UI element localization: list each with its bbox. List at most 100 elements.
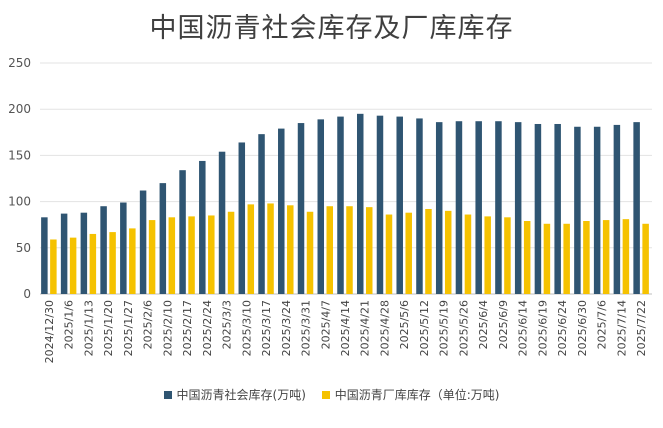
bar-factory-inventory <box>346 206 353 294</box>
bar-social-inventory <box>278 128 285 294</box>
bar-factory-inventory <box>168 217 176 294</box>
bar-social-inventory <box>238 142 246 294</box>
x-tick-label: 2025/6/24 <box>556 300 569 356</box>
x-tick-label: 2025/4/21 <box>359 300 372 356</box>
bar-factory-inventory <box>109 232 116 294</box>
bar-factory-inventory <box>267 203 274 294</box>
bar-social-inventory <box>613 124 621 295</box>
x-tick-label: 2025/7/6 <box>596 300 609 349</box>
x-tick-label: 2025/4/28 <box>378 300 391 356</box>
x-tick-label: 2025/1/20 <box>102 300 115 356</box>
bar-social-inventory <box>435 122 443 294</box>
bar-factory-inventory <box>563 223 570 294</box>
bar-social-inventory <box>317 119 325 294</box>
x-tick-label: 2025/5/6 <box>398 300 411 349</box>
x-tick-label: 2025/4/14 <box>339 300 352 356</box>
bar-factory-inventory <box>385 214 393 294</box>
bar-social-inventory <box>534 123 542 294</box>
x-tick-label: 2025/3/24 <box>280 300 293 356</box>
bar-factory-inventory <box>405 212 412 294</box>
y-tick-label: 0 <box>23 287 31 301</box>
bar-factory-inventory <box>50 239 57 294</box>
x-tick-label: 2025/1/13 <box>82 300 95 356</box>
bar-social-inventory <box>356 113 364 294</box>
x-tick-label: 2024/12/30 <box>43 300 56 363</box>
bar-social-inventory <box>554 123 561 294</box>
bar-factory-inventory <box>365 207 373 294</box>
bar-social-inventory <box>396 116 403 294</box>
x-tick-label: 2025/7/14 <box>615 300 628 356</box>
x-tick-label: 2025/5/12 <box>418 300 431 356</box>
bar-social-inventory <box>475 121 482 294</box>
legend-label-factory: 中国沥青厂库库存（单位:万吨) <box>334 388 500 402</box>
bar-social-inventory <box>218 151 226 294</box>
x-tick-label: 2025/2/17 <box>181 300 194 356</box>
bar-social-inventory <box>199 160 206 294</box>
x-tick-label: 2025/3/31 <box>300 300 313 356</box>
bar-social-inventory <box>258 134 265 294</box>
bar-factory-inventory <box>89 233 97 294</box>
legend: 中国沥青社会库存(万吨) 中国沥青厂库库存（单位:万吨) <box>0 386 663 403</box>
legend-swatch-social <box>163 390 172 399</box>
bar-factory-inventory <box>543 223 551 294</box>
bar-factory-inventory <box>326 206 334 294</box>
bar-social-inventory <box>633 122 640 294</box>
bar-social-inventory <box>416 118 423 294</box>
bar-factory-inventory <box>148 220 156 294</box>
bar-social-inventory <box>120 202 127 294</box>
y-tick-label: 50 <box>16 241 31 255</box>
x-tick-label: 2025/2/10 <box>161 300 174 356</box>
legend-item-social-inventory: 中国沥青社会库存(万吨) <box>163 386 306 403</box>
x-tick-label: 2025/4/7 <box>319 300 332 349</box>
bar-social-inventory <box>574 126 581 294</box>
bar-social-inventory <box>100 206 107 294</box>
legend-item-factory-inventory: 中国沥青厂库库存（单位:万吨) <box>321 386 500 403</box>
bar-social-inventory <box>514 122 522 294</box>
bar-social-inventory <box>495 121 502 294</box>
bar-social-inventory <box>337 116 344 294</box>
y-tick-label: 100 <box>8 195 31 209</box>
bar-social-inventory <box>159 183 167 294</box>
bar-factory-inventory <box>622 219 630 294</box>
bar-factory-inventory <box>188 216 195 294</box>
x-tick-label: 2025/6/9 <box>497 300 510 349</box>
bar-factory-inventory <box>69 237 77 294</box>
bar-social-inventory <box>593 126 601 294</box>
x-tick-label: 2025/6/4 <box>477 300 490 349</box>
bar-factory-inventory <box>444 210 452 294</box>
bar-social-inventory <box>455 121 463 294</box>
bar-factory-inventory <box>227 211 235 294</box>
bar-factory-inventory <box>504 217 511 294</box>
bar-social-inventory <box>80 212 88 294</box>
legend-label-social: 中国沥青社会库存(万吨) <box>176 388 306 402</box>
bar-factory-inventory <box>129 228 136 294</box>
x-tick-label: 2025/7/22 <box>635 300 648 356</box>
bar-factory-inventory <box>642 223 649 294</box>
bar-social-inventory <box>297 123 305 294</box>
bar-social-inventory <box>376 115 384 294</box>
x-tick-label: 2025/2/24 <box>201 300 214 356</box>
x-tick-label: 2025/2/6 <box>142 300 155 349</box>
x-tick-label: 2025/6/19 <box>536 300 549 356</box>
bar-factory-inventory <box>523 221 531 294</box>
bar-factory-inventory <box>425 208 432 294</box>
bar-factory-inventory <box>464 214 472 294</box>
x-tick-label: 2025/1/27 <box>122 300 135 356</box>
bar-social-inventory <box>60 213 68 294</box>
chart-title: 中国沥青社会库存及厂库库存 <box>149 13 514 44</box>
x-tick-label: 2025/5/19 <box>438 300 451 356</box>
bar-factory-inventory <box>208 215 215 294</box>
legend-swatch-factory <box>321 390 330 399</box>
y-tick-label: 250 <box>8 56 31 70</box>
y-tick-label: 200 <box>8 102 31 116</box>
bar-social-inventory <box>139 190 147 294</box>
bar-factory-inventory <box>602 220 610 294</box>
bar-factory-inventory <box>306 211 314 294</box>
x-tick-label: 2025/1/6 <box>63 300 76 349</box>
x-tick-label: 2025/3/10 <box>240 300 253 356</box>
x-tick-label: 2025/3/17 <box>260 300 273 356</box>
bar-factory-inventory <box>583 221 590 294</box>
bar-factory-inventory <box>287 205 294 294</box>
